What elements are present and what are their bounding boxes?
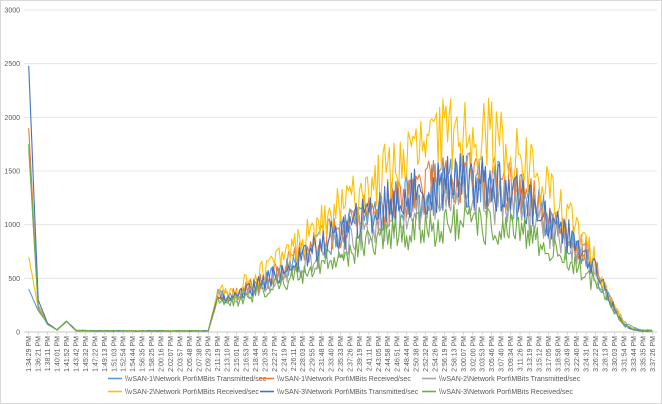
x-tick-label: 3:18:58 PM [555,336,562,372]
y-tick-label: 2500 [4,61,20,68]
x-tick-label: 3:11:26 PM [518,336,525,371]
series-lines [28,65,653,332]
y-tick-label: 0 [16,330,20,337]
series-line [28,144,653,332]
legend-label: \\vSAN-2\Network Port\MBits Received/sec [125,389,259,396]
x-tick-label: 3:22:40 PM [574,336,581,372]
x-tick-label: 3:24:31 PM [584,336,591,372]
x-tick-label: 2:02:07 PM [168,336,175,372]
y-axis-tick-labels: 0 500 1000 1500 2000 2500 3000 [4,8,20,337]
x-tick-label: 2:39:19 PM [357,336,364,372]
x-tick-label: 1:38:11 PM [45,336,52,371]
x-tick-label: 2:37:26 PM [347,336,354,372]
x-tick-label: 2:29:55 PM [310,336,317,372]
legend-label: \\vSAN-3\Network Port\MBits Transmitted/… [277,389,419,396]
x-tick-label: 2:11:19 PM [215,336,222,371]
x-tick-label: 2:28:03 PM [300,336,307,372]
x-tick-label: 2:09:29 PM [206,336,213,372]
y-tick-label: 500 [8,276,20,283]
x-tick-label: 2:58:13 PM [451,336,458,372]
x-tick-label: 3:26:22 PM [593,336,600,372]
x-tick-label: 2:46:51 PM [395,336,402,372]
legend-label: \\vSAN-1\Network Port\MBits Transmitted/… [125,376,267,383]
x-tick-label: 2:56:19 PM [442,336,449,372]
x-tick-label: 2:35:33 PM [338,336,345,372]
legend-label: \\vSAN-2\Network Port\MBits Transmitted/… [439,376,581,383]
x-tick-label: 3:30:03 PM [612,336,619,372]
x-tick-label: 1:58:25 PM [149,336,156,372]
x-tick-label: 1:54:44 PM [130,336,137,372]
y-tick-label: 1000 [4,222,20,229]
legend-label: \\vSAN-3\Network Port\MBits Received/sec [439,389,573,396]
x-tick-label: 1:40:01 PM [55,336,62,372]
x-tick-label: 2:43:05 PM [376,336,383,372]
x-tick-label: 3:07:40 PM [499,336,506,372]
x-tick-label: 2:18:44 PM [253,336,260,372]
x-tick-label: 3:31:54 PM [621,336,628,372]
y-tick-label: 2000 [4,115,20,122]
grid-lines [24,9,657,333]
x-tick-label: 2:54:26 PM [432,336,439,372]
x-tick-label: 3:03:53 PM [480,336,487,372]
x-tick-label: 1:56:35 PM [140,336,147,372]
x-tick-label: 2:48:44 PM [404,336,411,372]
legend-label: \\vSAN-1\Network Port\MBits Received/sec [277,376,411,383]
x-tick-label: 2:00:16 PM [158,336,165,372]
x-tick-label: 1:34:29 PM [26,336,33,372]
y-tick-label: 1500 [4,169,20,176]
x-tick-label: 3:13:19 PM [527,336,534,372]
series-line [28,97,653,332]
x-tick-label: 1:45:32 PM [83,336,90,372]
x-tick-label: 3:15:12 PM [536,336,543,372]
x-tick-label: 1:36:21 PM [36,336,43,372]
x-tick-label: 1:52:54 PM [121,336,128,372]
x-tick-label: 2:50:38 PM [414,336,421,372]
y-tick-label: 3000 [4,8,20,15]
x-tick-label: 2:20:35 PM [262,336,269,372]
x-tick-label: 2:44:58 PM [385,336,392,372]
x-tick-label: 3:37:26 PM [650,336,657,372]
x-tick-label: 2:41:11 PM [366,336,373,371]
x-tick-label: 2:26:11 PM [291,336,298,371]
series-line [28,128,653,332]
x-tick-label: 3:00:07 PM [461,336,468,372]
x-tick-label: 1:41:52 PM [64,336,71,372]
legend: \\vSAN-1\Network Port\MBits Transmitted/… [108,376,581,396]
x-tick-label: 2:13:10 PM [225,336,232,372]
x-tick-label: 2:31:48 PM [319,336,326,372]
x-tick-label: 2:33:40 PM [329,336,336,372]
x-axis-tick-labels: 1:34:29 PM 1:36:21 PM 1:38:11 PM 1:40:01 PM… [26,332,657,372]
x-tick-label: 3:05:46 PM [489,336,496,372]
x-tick-label: 2:24:19 PM [281,336,288,372]
x-tick-label: 3:17:05 PM [546,336,553,372]
x-tick-label: 1:49:13 PM [102,336,109,372]
x-tick-label: 3:20:49 PM [565,336,572,372]
series-line [28,65,653,332]
x-tick-label: 1:51:03 PM [111,336,118,372]
x-tick-label: 2:22:27 PM [272,336,279,372]
x-tick-label: 3:35:35 PM [640,336,647,372]
x-tick-label: 2:03:57 PM [177,336,184,372]
x-tick-label: 3:09:34 PM [508,336,515,372]
x-tick-label: 3:02:00 PM [470,336,477,372]
x-tick-label: 1:47:22 PM [92,336,99,372]
x-tick-label: 2:07:38 PM [196,336,203,372]
x-tick-label: 2:15:01 PM [234,336,241,372]
x-tick-label: 2:52:32 PM [423,336,430,372]
x-tick-label: 2:05:48 PM [187,336,194,372]
x-tick-label: 3:28:13 PM [603,336,610,372]
x-tick-label: 3:33:44 PM [631,336,638,372]
x-tick-label: 1:43:42 PM [73,336,80,372]
x-tick-label: 2:16:53 PM [244,336,251,372]
